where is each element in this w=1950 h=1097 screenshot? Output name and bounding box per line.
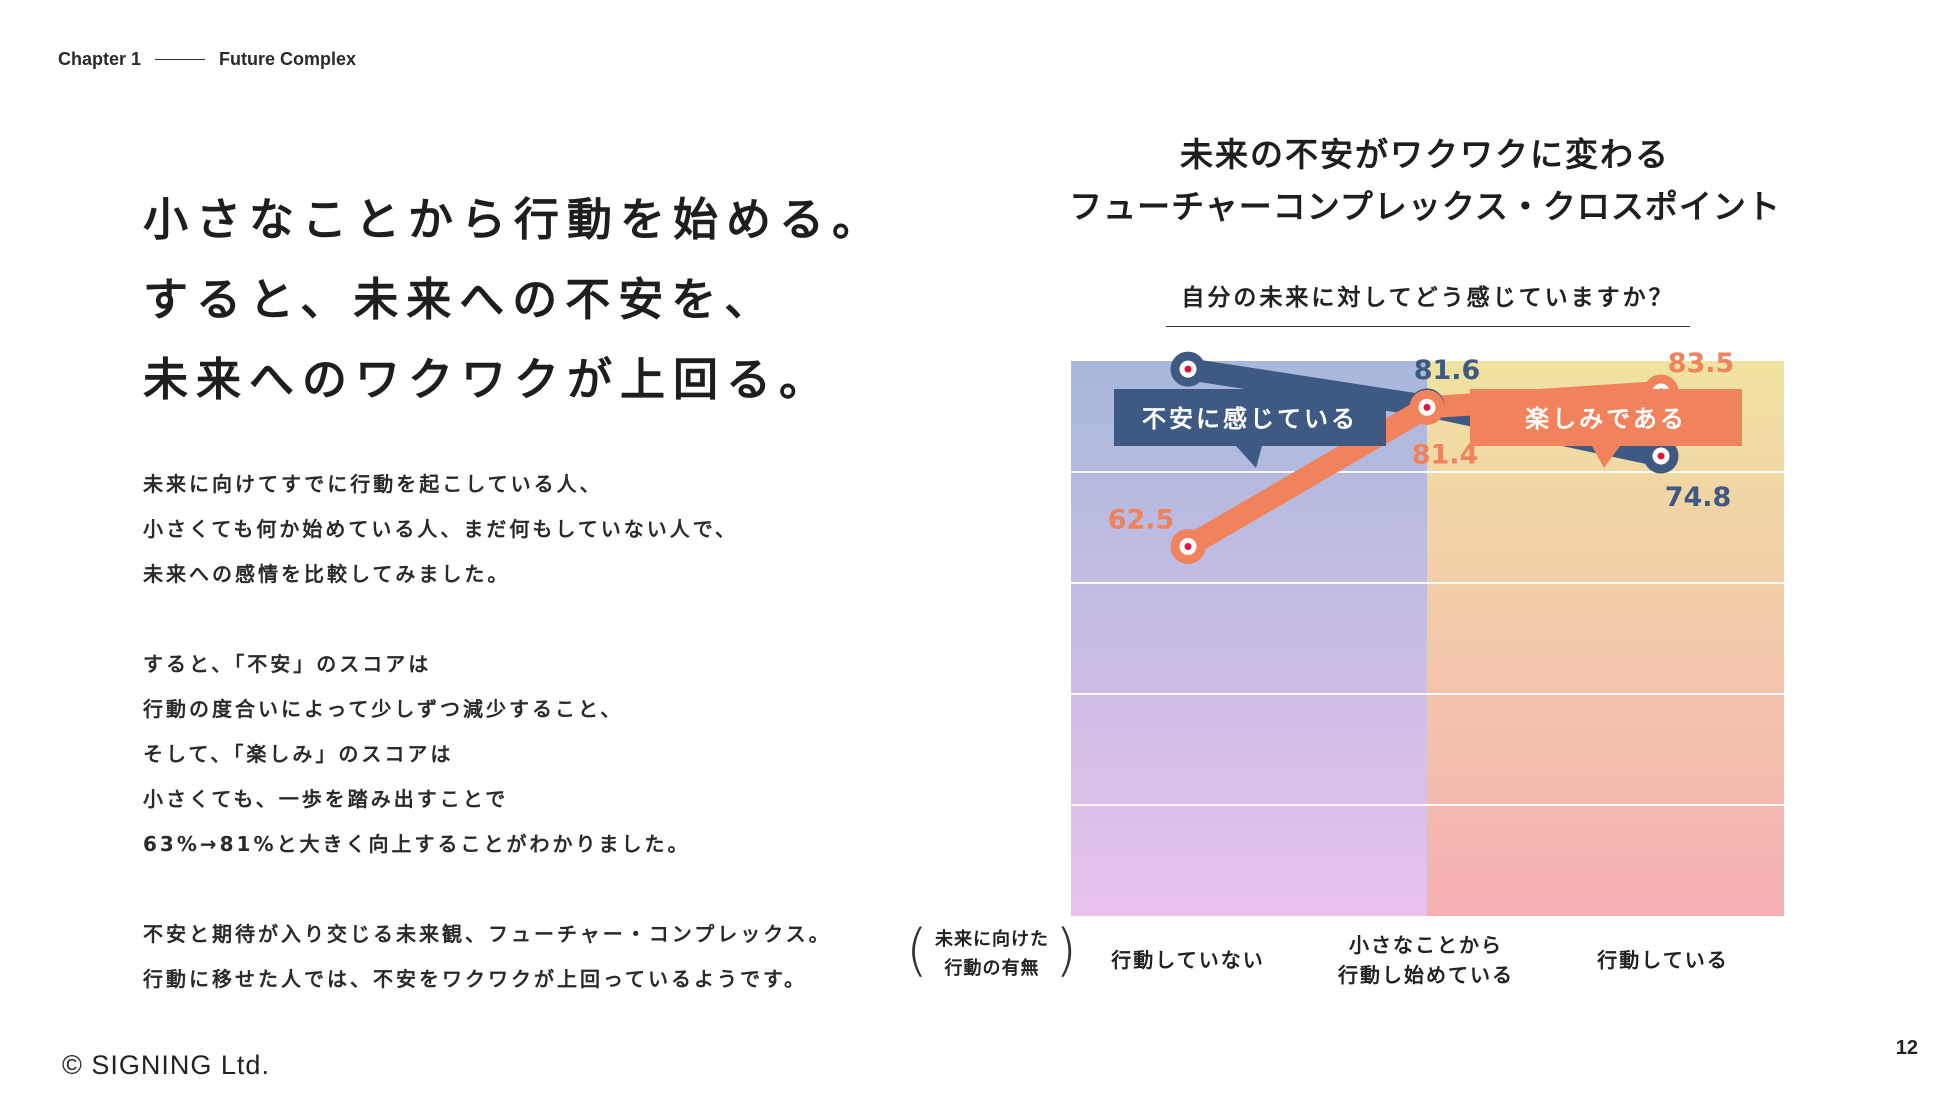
- body-text: 未来に向けてすでに行動を起こしている人、 小さくても何か始めている人、まだ何もし…: [143, 462, 832, 1002]
- x-axis-title-line: 未来に向けた: [935, 929, 1049, 950]
- headline-line: 未来へのワクワクが上回る。: [143, 353, 833, 406]
- data-label: 83.5: [1668, 348, 1735, 379]
- x-tick-label-line: 小さなことから: [1349, 933, 1503, 957]
- headline: 小さなことから行動を始める。 すると、未来への不安を、 未来へのワクワクが上回る…: [143, 180, 885, 420]
- body-line: 63%→81%と大きく向上することがわかりました。: [143, 832, 691, 856]
- legend-enjoyment-box: [1470, 389, 1742, 446]
- page-number: 12: [1895, 1037, 1918, 1059]
- data-label: 74.8: [1665, 482, 1732, 513]
- data-label: 62.5: [1108, 505, 1175, 536]
- x-tick-label: 行動していない: [1078, 945, 1298, 975]
- data-label: 81.4: [1412, 439, 1479, 470]
- paren-left-icon: (: [906, 918, 929, 983]
- chapter-label: Chapter 1: [58, 49, 142, 69]
- data-point-center: [1657, 452, 1665, 460]
- paren-right-icon: ): [1055, 918, 1078, 983]
- data-label: 81.6: [1414, 355, 1481, 386]
- x-tick-label-line: 行動し始めている: [1338, 963, 1514, 987]
- body-line: 小さくても、一歩を踏み出すことで: [143, 787, 509, 811]
- legend-enjoyment-tail: [1592, 446, 1620, 468]
- body-line: 行動の度合いによって少しずつ減少すること、: [143, 697, 624, 721]
- body-line: そして、「楽しみ」のスコアは: [143, 742, 454, 766]
- data-point-center: [1423, 403, 1431, 411]
- legend-enjoyment-label: 楽しみである: [1525, 405, 1687, 433]
- x-tick-label: 小さなことから 行動し始めている: [1316, 930, 1536, 990]
- header-divider: [155, 59, 206, 60]
- headline-line: すると、未来への不安を、: [143, 273, 778, 326]
- chart-question: 自分の未来に対してどう感じていますか？: [1166, 278, 1690, 327]
- data-point-center: [1184, 543, 1192, 550]
- legend-anxiety-box: [1114, 389, 1386, 446]
- headline-line: 小さなことから行動を始める。: [143, 193, 886, 246]
- body-line: 未来に向けてすでに行動を起こしている人、: [143, 472, 603, 496]
- x-tick-label: 行動している: [1553, 945, 1773, 975]
- copyright: © SIGNING Ltd.: [62, 1050, 270, 1080]
- x-axis-title-line: 行動の有無: [944, 958, 1040, 979]
- data-point-center: [1184, 365, 1192, 373]
- body-line: 不安と期待が入り交じる未来観、フューチャー・コンプレックス。: [143, 922, 832, 946]
- section-label: Future Complex: [219, 49, 357, 69]
- body-line: 行動に移せた人では、不安をワクワクが上回っているようです。: [143, 967, 807, 991]
- chapter-header: Chapter 1 Future Complex: [58, 49, 356, 70]
- body-line: 小さくても何か始めている人、まだ何もしていない人で、: [143, 517, 738, 541]
- body-line: 未来への感情を比較してみました。: [143, 562, 511, 586]
- body-line: すると、「不安」のスコアは: [143, 652, 432, 676]
- chart-title: 未来の不安がワクワクに変わる: [1180, 135, 1670, 174]
- x-axis-title: ( 未来に向けた 行動の有無 ): [906, 921, 1077, 983]
- x-tick-label-line: 行動していない: [1111, 948, 1265, 972]
- legend-anxiety-label: 不安に感じている: [1142, 405, 1358, 433]
- x-tick-label-line: 行動している: [1597, 948, 1729, 972]
- chart-subtitle: フューチャーコンプレックス・クロスポイント: [1069, 187, 1781, 226]
- legend-anxiety-tail: [1236, 446, 1262, 468]
